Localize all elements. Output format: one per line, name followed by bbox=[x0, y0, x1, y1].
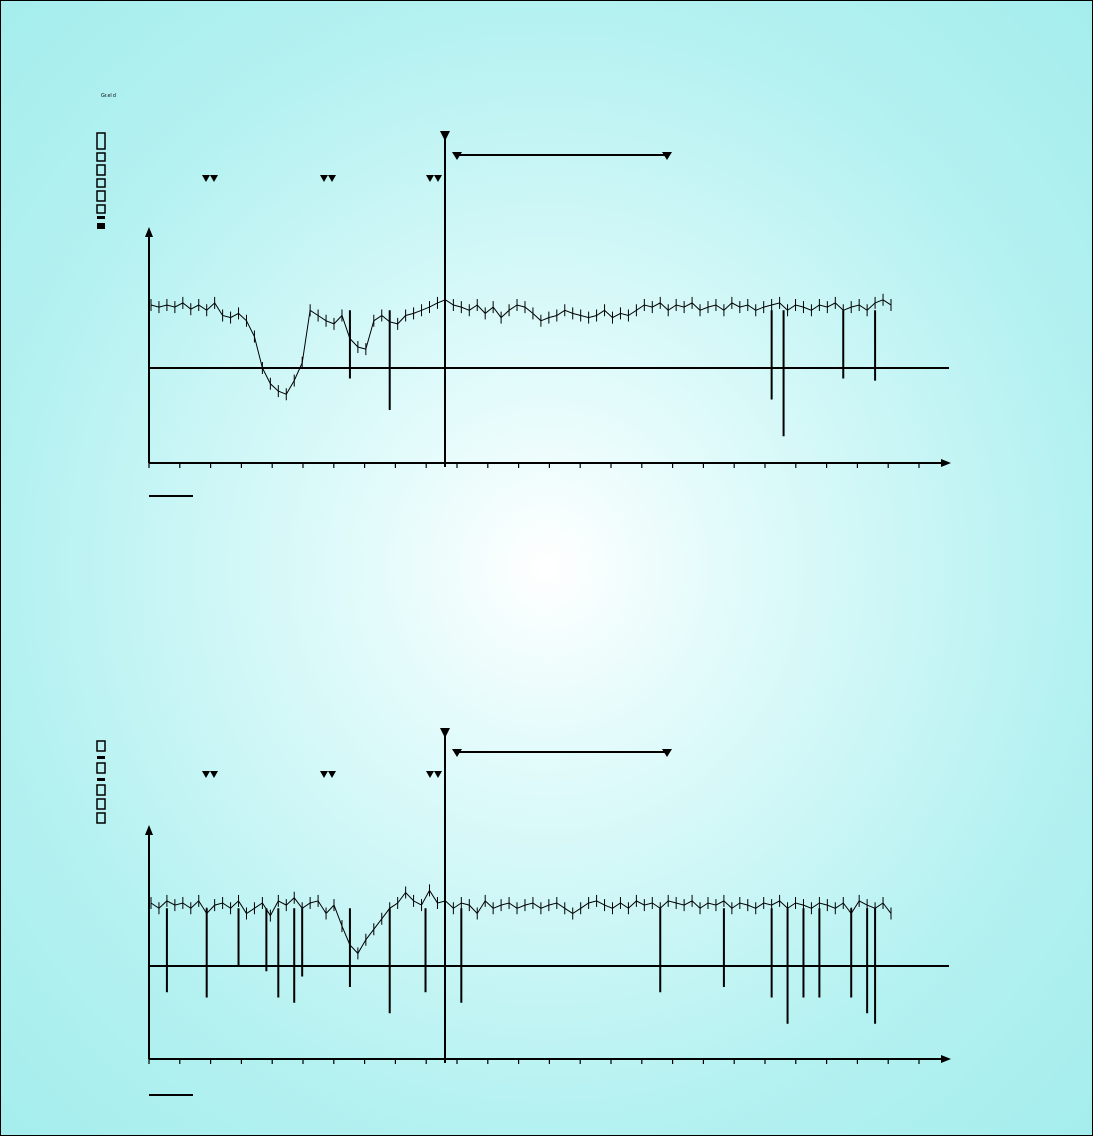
double-marker bbox=[320, 175, 328, 182]
event-marker bbox=[440, 131, 450, 141]
double-marker bbox=[426, 771, 434, 778]
double-marker bbox=[202, 771, 210, 778]
interval-start-marker bbox=[452, 749, 462, 757]
panel-1 bbox=[145, 131, 951, 497]
double-marker bbox=[434, 175, 442, 182]
y-axis-arrow bbox=[145, 227, 153, 237]
panel-2 bbox=[145, 728, 951, 1096]
panel-2-ylabel-glyph bbox=[96, 740, 106, 824]
panel-1-ylabel-glyph bbox=[96, 132, 106, 229]
interval-end-marker bbox=[662, 152, 672, 160]
double-marker bbox=[426, 175, 434, 182]
double-marker bbox=[210, 175, 218, 182]
double-marker bbox=[328, 175, 336, 182]
x-axis-arrow bbox=[941, 1055, 951, 1063]
double-marker bbox=[320, 771, 328, 778]
double-marker bbox=[210, 771, 218, 778]
interval-start-marker bbox=[452, 152, 462, 160]
series-trace bbox=[150, 889, 892, 955]
double-marker bbox=[434, 771, 442, 778]
x-axis-arrow bbox=[941, 459, 951, 467]
interval-end-marker bbox=[662, 749, 672, 757]
corner-label: Gr.el d bbox=[101, 93, 116, 99]
event-marker bbox=[440, 728, 450, 738]
double-marker bbox=[202, 175, 210, 182]
double-marker bbox=[328, 771, 336, 778]
series-trace bbox=[150, 299, 892, 395]
y-axis-arrow bbox=[145, 825, 153, 835]
